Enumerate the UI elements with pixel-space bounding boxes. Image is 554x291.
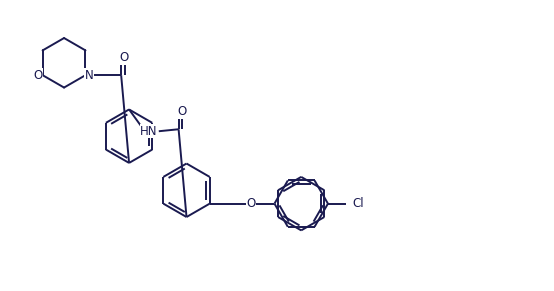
Text: Cl: Cl — [353, 197, 365, 210]
Text: HN: HN — [140, 125, 158, 138]
Text: O: O — [177, 105, 186, 118]
Text: N: N — [85, 69, 94, 82]
Text: O: O — [247, 197, 256, 210]
Text: O: O — [120, 51, 129, 64]
Text: O: O — [33, 69, 42, 82]
